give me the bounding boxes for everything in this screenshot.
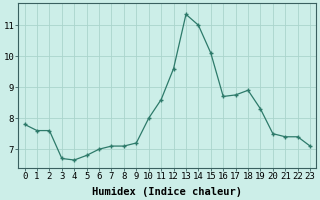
X-axis label: Humidex (Indice chaleur): Humidex (Indice chaleur) — [92, 186, 242, 197]
